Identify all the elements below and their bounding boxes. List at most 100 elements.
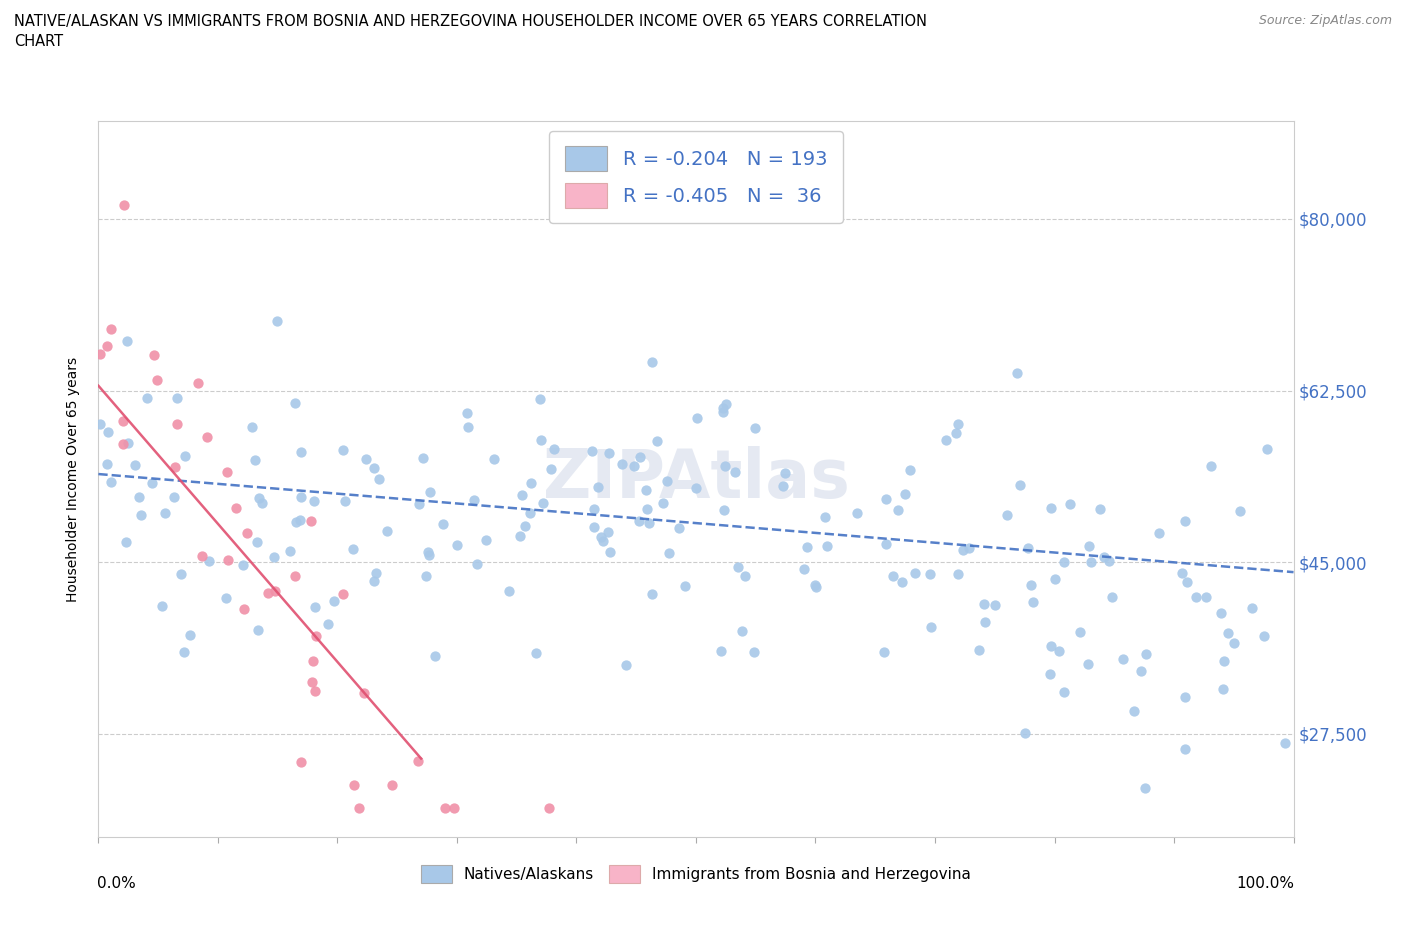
Point bbox=[89, 346, 111, 361]
Point bbox=[141, 475, 163, 490]
Point bbox=[974, 615, 997, 630]
Point bbox=[246, 535, 269, 550]
Point bbox=[423, 649, 446, 664]
Point bbox=[290, 445, 312, 459]
Point bbox=[636, 501, 658, 516]
Point bbox=[1175, 575, 1198, 590]
Point bbox=[318, 617, 340, 631]
Point bbox=[515, 519, 537, 534]
Point bbox=[418, 545, 440, 560]
Point bbox=[875, 537, 897, 551]
Point bbox=[711, 401, 734, 416]
Point bbox=[299, 513, 322, 528]
Point bbox=[456, 405, 478, 420]
Point bbox=[793, 562, 815, 577]
Point bbox=[1170, 565, 1192, 580]
Point bbox=[1039, 500, 1062, 515]
Point bbox=[354, 451, 377, 466]
Point bbox=[363, 574, 385, 589]
Point bbox=[266, 313, 288, 328]
Point bbox=[673, 578, 696, 593]
Point bbox=[1212, 682, 1234, 697]
Point bbox=[1240, 601, 1263, 616]
Point bbox=[96, 457, 118, 472]
Point bbox=[592, 533, 614, 548]
Point bbox=[1019, 578, 1042, 592]
Point bbox=[945, 425, 967, 440]
Point bbox=[406, 753, 429, 768]
Point bbox=[1047, 644, 1070, 658]
Point bbox=[1010, 478, 1032, 493]
Point bbox=[153, 505, 176, 520]
Point bbox=[946, 566, 969, 581]
Point bbox=[623, 458, 645, 473]
Point bbox=[973, 597, 995, 612]
Point bbox=[1122, 704, 1144, 719]
Point bbox=[775, 466, 797, 481]
Point bbox=[415, 569, 437, 584]
Point bbox=[815, 538, 838, 553]
Point bbox=[509, 528, 531, 543]
Point bbox=[952, 543, 974, 558]
Point bbox=[713, 503, 735, 518]
Point bbox=[647, 433, 669, 448]
Point bbox=[873, 644, 896, 659]
Point bbox=[89, 417, 111, 432]
Point bbox=[898, 463, 921, 478]
Point bbox=[734, 568, 756, 583]
Point bbox=[100, 475, 122, 490]
Point bbox=[342, 541, 364, 556]
Point bbox=[343, 777, 366, 792]
Point bbox=[920, 566, 942, 581]
Point bbox=[995, 508, 1018, 523]
Text: 0.0%: 0.0% bbox=[97, 876, 136, 891]
Point bbox=[641, 587, 664, 602]
Text: Source: ZipAtlas.com: Source: ZipAtlas.com bbox=[1258, 14, 1392, 27]
Point bbox=[614, 658, 637, 672]
Point bbox=[285, 514, 308, 529]
Point bbox=[1209, 605, 1232, 620]
Point bbox=[1147, 525, 1170, 540]
Point bbox=[598, 445, 620, 460]
Point bbox=[1216, 626, 1239, 641]
Point bbox=[290, 754, 312, 769]
Point bbox=[363, 461, 385, 476]
Point bbox=[97, 424, 120, 439]
Point bbox=[589, 530, 612, 545]
Point bbox=[96, 339, 118, 353]
Point bbox=[332, 443, 354, 458]
Point bbox=[686, 410, 709, 425]
Point bbox=[195, 430, 218, 445]
Point bbox=[1014, 725, 1036, 740]
Point bbox=[112, 437, 135, 452]
Point bbox=[1098, 553, 1121, 568]
Point bbox=[583, 501, 606, 516]
Point bbox=[112, 414, 135, 429]
Point bbox=[257, 586, 280, 601]
Point bbox=[475, 533, 498, 548]
Point bbox=[236, 526, 259, 541]
Point bbox=[443, 800, 465, 815]
Point bbox=[1101, 590, 1123, 604]
Point bbox=[457, 419, 479, 434]
Point bbox=[434, 800, 457, 815]
Point bbox=[166, 417, 188, 432]
Point bbox=[1080, 554, 1102, 569]
Point bbox=[263, 550, 285, 565]
Point bbox=[197, 554, 219, 569]
Point bbox=[412, 451, 434, 466]
Point bbox=[772, 478, 794, 493]
Point bbox=[599, 545, 621, 560]
Point bbox=[173, 644, 195, 659]
Point bbox=[875, 491, 897, 506]
Point bbox=[1069, 625, 1091, 640]
Point bbox=[284, 568, 307, 583]
Point bbox=[1135, 646, 1157, 661]
Point bbox=[1229, 504, 1251, 519]
Point bbox=[1185, 590, 1208, 604]
Point bbox=[540, 462, 562, 477]
Point bbox=[225, 500, 247, 515]
Point bbox=[658, 546, 681, 561]
Point bbox=[100, 322, 122, 337]
Point bbox=[731, 623, 754, 638]
